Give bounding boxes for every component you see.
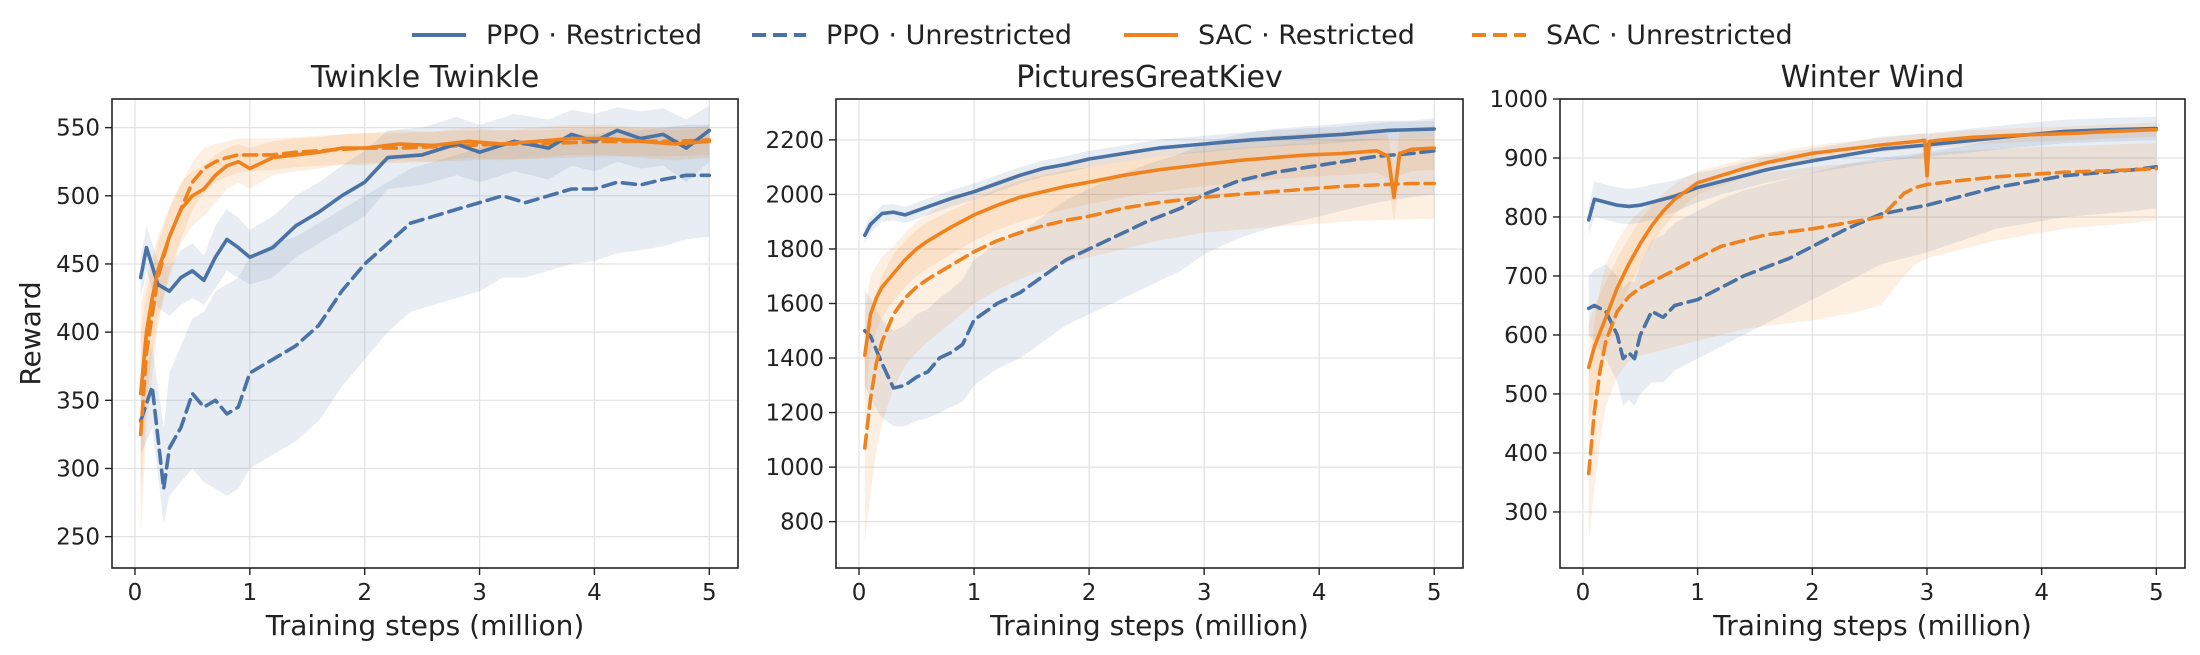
y-tick-label: 400	[56, 320, 100, 346]
y-axis-label: Reward	[14, 281, 47, 385]
chart-title: Twinkle Twinkle	[310, 60, 539, 95]
y-tick-label: 350	[56, 388, 100, 414]
band-ppo-unrestricted	[140, 124, 710, 524]
band-sac-unrestricted	[864, 137, 1435, 544]
y-tick-label: 600	[1504, 323, 1548, 349]
x-tick-label: 4	[1312, 580, 1327, 606]
series-line-sac-unrestricted	[138, 138, 712, 437]
x-tick-label: 3	[1197, 580, 1212, 606]
legend-label: SAC · Restricted	[1198, 20, 1415, 51]
x-tick-label: 2	[1082, 580, 1097, 606]
plot-area	[138, 105, 712, 537]
band-ppo-restricted	[140, 105, 710, 316]
y-tick-label: 500	[1504, 382, 1548, 408]
y-tick-label: 500	[56, 184, 100, 210]
panel-pictures-great-kiev: 0 1 2 3 4 5 800 1000 1200 1400 1600 1800 2000 2200 Pic…	[765, 60, 1464, 642]
plot-area	[862, 118, 1436, 544]
x-tick-label: 1	[243, 580, 258, 606]
legend-entry-sac-restricted: SAC · Restricted	[1124, 20, 1415, 51]
x-tick-label: 1	[1690, 580, 1705, 606]
axes-frame	[1559, 98, 2186, 569]
y-tick-label: 1800	[765, 237, 824, 263]
panel-winter-wind: 0 1 2 3 4 5 300 400 500 600 700 800 900 1000 Winter Wi…	[1489, 60, 2186, 642]
x-tick-label: 2	[357, 580, 372, 606]
x-tick-label: 0	[1576, 580, 1591, 606]
chart-title: Winter Wind	[1781, 60, 1965, 95]
axes-frame	[111, 98, 739, 569]
x-axis-label: Training steps (million)	[989, 609, 1309, 642]
series-line-sac-unrestricted	[1586, 166, 2159, 476]
y-tick-label: 400	[1504, 441, 1548, 467]
band-sac-restricted	[864, 126, 1435, 399]
y-tick-label: 300	[1504, 500, 1548, 526]
y-tick-label: 550	[56, 116, 100, 142]
x-tick-label: 4	[587, 580, 602, 606]
series-line-ppo-restricted	[862, 127, 1436, 238]
y-tick-label: 2000	[765, 182, 824, 208]
band-ppo-unrestricted	[864, 118, 1435, 427]
chart-title: PicturesGreatKiev	[1016, 60, 1283, 95]
legend-label: PPO · Unrestricted	[826, 20, 1072, 51]
y-tick-label: 450	[56, 252, 100, 278]
series-line-sac-restricted	[1586, 127, 2159, 370]
y-tick-label: 1400	[765, 346, 824, 372]
x-axis-label: Training steps (million)	[1712, 609, 2032, 642]
plot-area	[1586, 116, 2159, 542]
y-tick-label: 1000	[1489, 87, 1548, 113]
legend-entry-ppo-restricted: PPO · Restricted	[412, 20, 702, 51]
series-line-sac-restricted	[862, 146, 1436, 358]
y-tick-label: 800	[780, 510, 824, 536]
x-tick-label: 5	[2149, 580, 2164, 606]
grid	[112, 99, 738, 568]
y-tick-label: 800	[1504, 205, 1548, 231]
band-ppo-restricted	[1588, 116, 2157, 235]
series-line-ppo-unrestricted	[1586, 165, 2159, 361]
x-tick-label: 4	[2034, 580, 2049, 606]
legend-label: PPO · Restricted	[486, 20, 702, 51]
x-tick-label: 5	[702, 580, 717, 606]
x-tick-label: 3	[1920, 580, 1935, 606]
series-line-sac-unrestricted	[862, 181, 1436, 450]
series-line-ppo-unrestricted	[862, 149, 1436, 390]
x-tick-label: 5	[1427, 580, 1442, 606]
legend-label: SAC · Unrestricted	[1546, 20, 1793, 51]
y-tick-label: 900	[1504, 146, 1548, 172]
band-sac-unrestricted	[140, 126, 710, 537]
x-tick-label: 2	[1805, 580, 1820, 606]
x-axis-label: Training steps (million)	[265, 609, 585, 642]
x-tick-label: 1	[967, 580, 982, 606]
x-tick-label: 0	[128, 580, 143, 606]
y-tick-label: 1600	[765, 292, 824, 318]
x-tick-label: 3	[472, 580, 487, 606]
band-ppo-unrestricted	[1588, 128, 2157, 406]
series-line-ppo-unrestricted	[138, 173, 712, 491]
panel-twinkle-twinkle: 0 1 2 3 4 5 250 300 350 400 450 500 550 Twinkle Twink…	[14, 60, 739, 642]
legend-entry-ppo-unrestricted: PPO · Unrestricted	[752, 20, 1072, 51]
y-tick-label: 250	[56, 525, 100, 551]
y-tick-label: 700	[1504, 264, 1548, 290]
series-line-sac-restricted	[138, 136, 712, 396]
axes-frame	[835, 98, 1464, 569]
y-tick-label: 1000	[765, 455, 824, 481]
y-tick-label: 2200	[765, 128, 824, 154]
legend-entry-sac-unrestricted: SAC · Unrestricted	[1472, 20, 1793, 51]
x-tick-label: 0	[852, 580, 867, 606]
y-tick-label: 1200	[765, 401, 824, 427]
legend: PPO · Restricted PPO · Unrestricted SAC · …	[412, 20, 1793, 51]
y-tick-label: 300	[56, 456, 100, 482]
